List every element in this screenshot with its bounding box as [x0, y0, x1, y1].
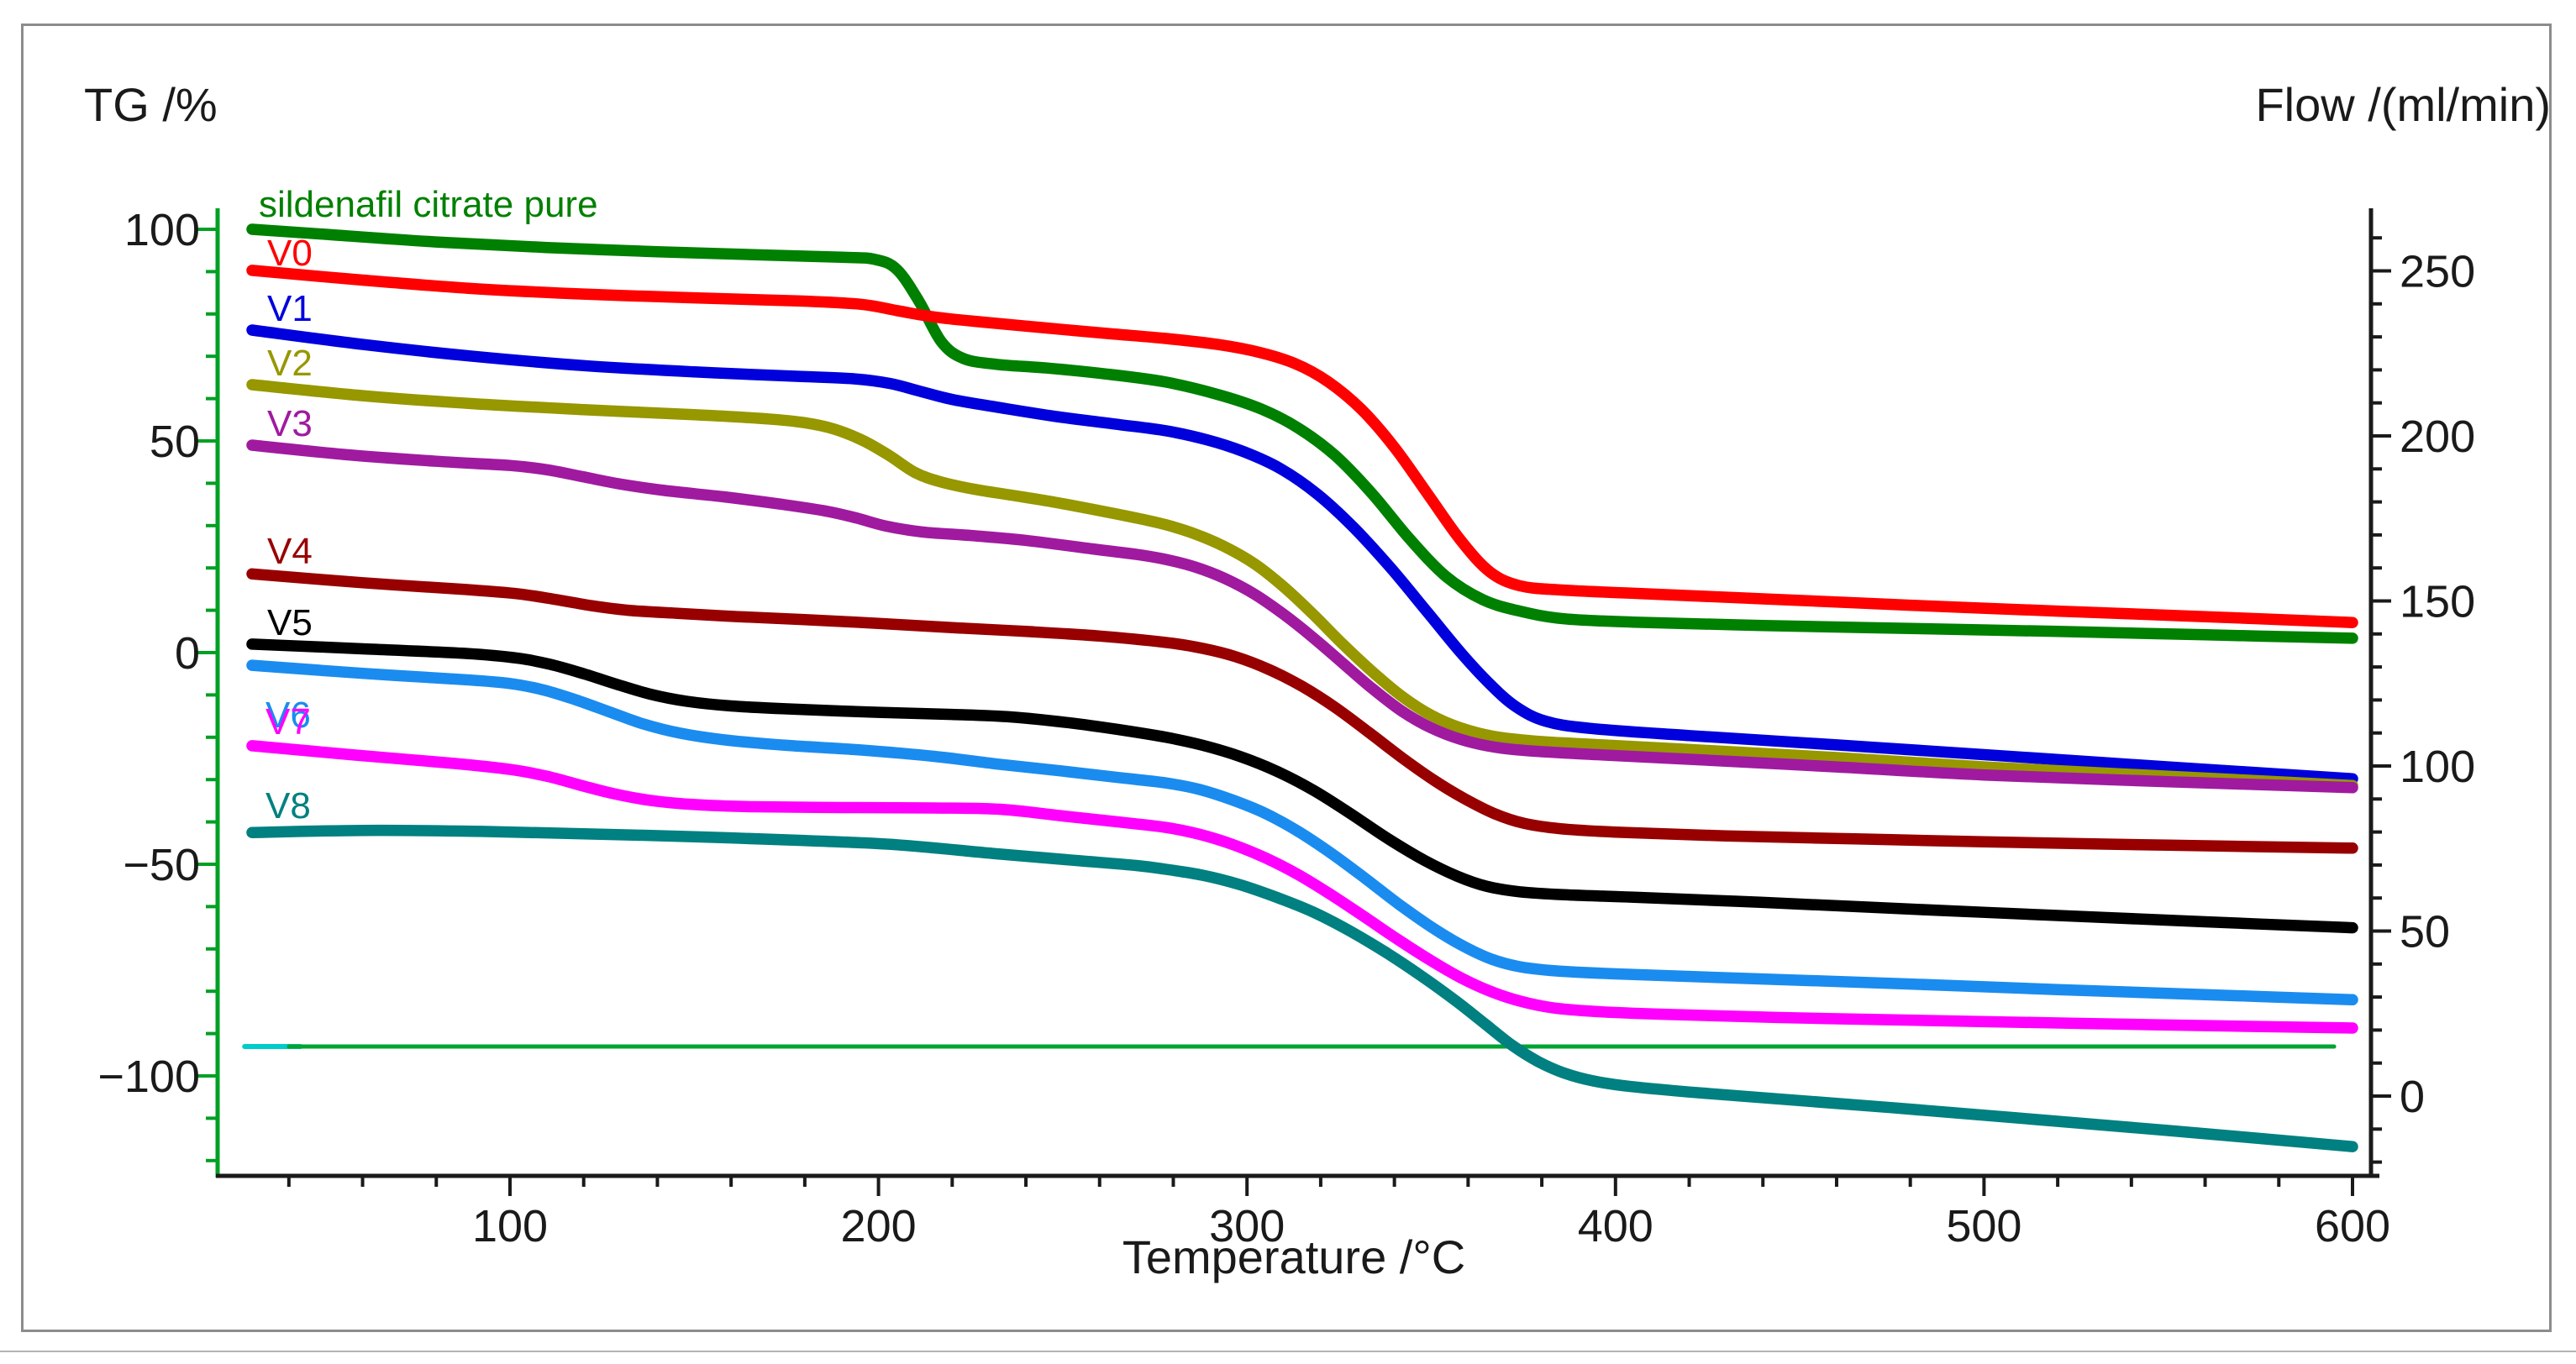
bottom-axis-tick-label: 400 — [1578, 1201, 1653, 1251]
curve-V8 — [246, 824, 2358, 1152]
left-axis-tick-label: −100 — [97, 1052, 200, 1102]
right-axis-tick-label: 200 — [2400, 412, 2475, 462]
right-axis-tick-label: 150 — [2400, 577, 2475, 627]
bottom-axis-tick-label: 300 — [1209, 1201, 1285, 1251]
right-axis-tick-label: 100 — [2400, 742, 2475, 792]
curve-pure — [246, 223, 2358, 644]
curve-label-V0: V0 — [267, 233, 313, 274]
page-divider-line — [0, 1351, 2576, 1352]
left-axis-tick-label: 0 — [175, 628, 200, 679]
curve-label-V3: V3 — [267, 403, 313, 444]
curve-label-V7: V7 — [265, 701, 311, 742]
right-axis-tick-label: 0 — [2400, 1072, 2425, 1122]
bottom-axis-tick-label: 200 — [841, 1201, 917, 1251]
x-axis-title: Temperature /°C — [1122, 1230, 1466, 1283]
curve-V2 — [246, 379, 2358, 792]
curve-V5 — [246, 638, 2358, 934]
left-axis-tick-label: 50 — [150, 417, 200, 467]
curve-V3 — [246, 439, 2358, 794]
curve-label-V6: V6 — [265, 695, 311, 736]
curve-label-V1: V1 — [267, 288, 313, 329]
left-axis-tick-label: −50 — [123, 840, 200, 890]
curve-label-pure: sildenafil citrate pure — [259, 184, 598, 225]
curve-V7 — [246, 740, 2358, 1034]
curve-V1 — [246, 324, 2358, 784]
curve-V6 — [246, 659, 2358, 1006]
right-axis-tick-label: 250 — [2400, 247, 2475, 297]
right-axis-title: Flow /(ml/min) — [2255, 78, 2551, 131]
bottom-axis-tick-label: 500 — [1946, 1201, 2021, 1251]
bottom-axis-tick-label: 100 — [472, 1201, 548, 1251]
curve-V0 — [246, 265, 2358, 628]
left-axis-tick-label: 100 — [124, 205, 200, 255]
curve-label-V5: V5 — [267, 602, 313, 643]
left-axis-title: TG /% — [84, 78, 218, 131]
curve-label-V4: V4 — [267, 531, 313, 572]
curve-label-V8: V8 — [265, 785, 311, 826]
right-axis-tick-label: 50 — [2400, 907, 2450, 957]
curve-label-V2: V2 — [267, 343, 313, 384]
bottom-axis-tick-label: 600 — [2315, 1201, 2390, 1251]
curve-V4 — [246, 568, 2358, 854]
